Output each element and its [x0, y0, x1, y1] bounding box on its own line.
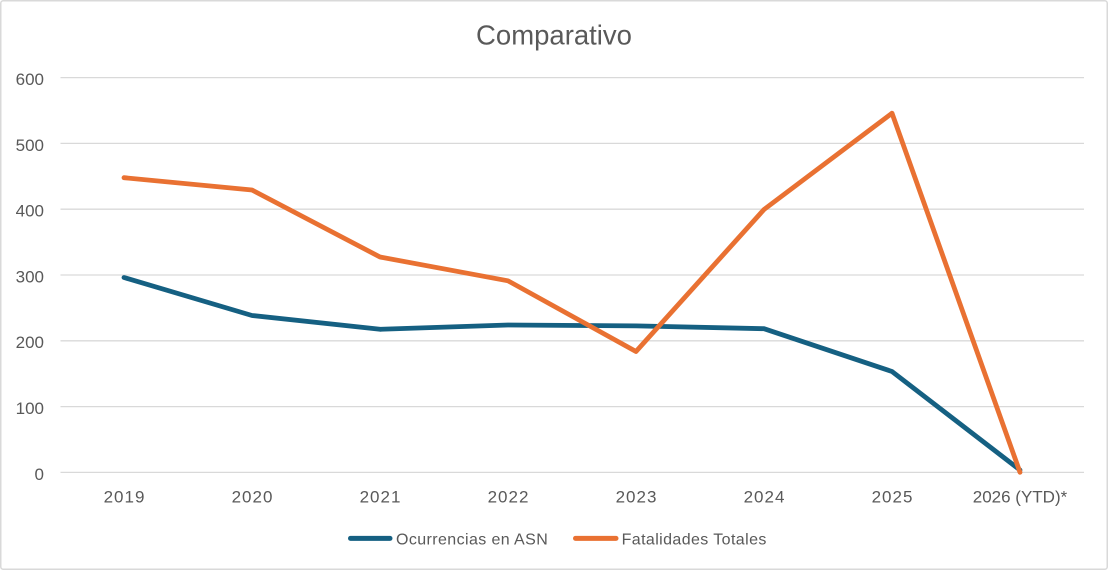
svg-text:2021: 2021 — [360, 488, 402, 507]
svg-text:2026 (YTD)*: 2026 (YTD)* — [973, 488, 1068, 507]
svg-text:300: 300 — [16, 267, 44, 286]
svg-text:2020: 2020 — [232, 488, 274, 507]
svg-text:2024: 2024 — [744, 488, 786, 507]
svg-text:2022: 2022 — [488, 488, 530, 507]
svg-text:100: 100 — [16, 399, 44, 418]
svg-text:Comparativo: Comparativo — [476, 20, 632, 51]
svg-text:600: 600 — [16, 70, 44, 89]
svg-text:400: 400 — [16, 202, 44, 221]
svg-text:Fatalidades Totales: Fatalidades Totales — [622, 531, 767, 548]
svg-text:500: 500 — [16, 136, 44, 155]
svg-text:2019: 2019 — [104, 488, 146, 507]
svg-text:2025: 2025 — [872, 488, 914, 507]
svg-text:2023: 2023 — [616, 488, 658, 507]
svg-text:Ocurrencias en ASN: Ocurrencias en ASN — [396, 531, 548, 548]
svg-text:200: 200 — [16, 333, 44, 352]
svg-text:0: 0 — [35, 465, 44, 484]
